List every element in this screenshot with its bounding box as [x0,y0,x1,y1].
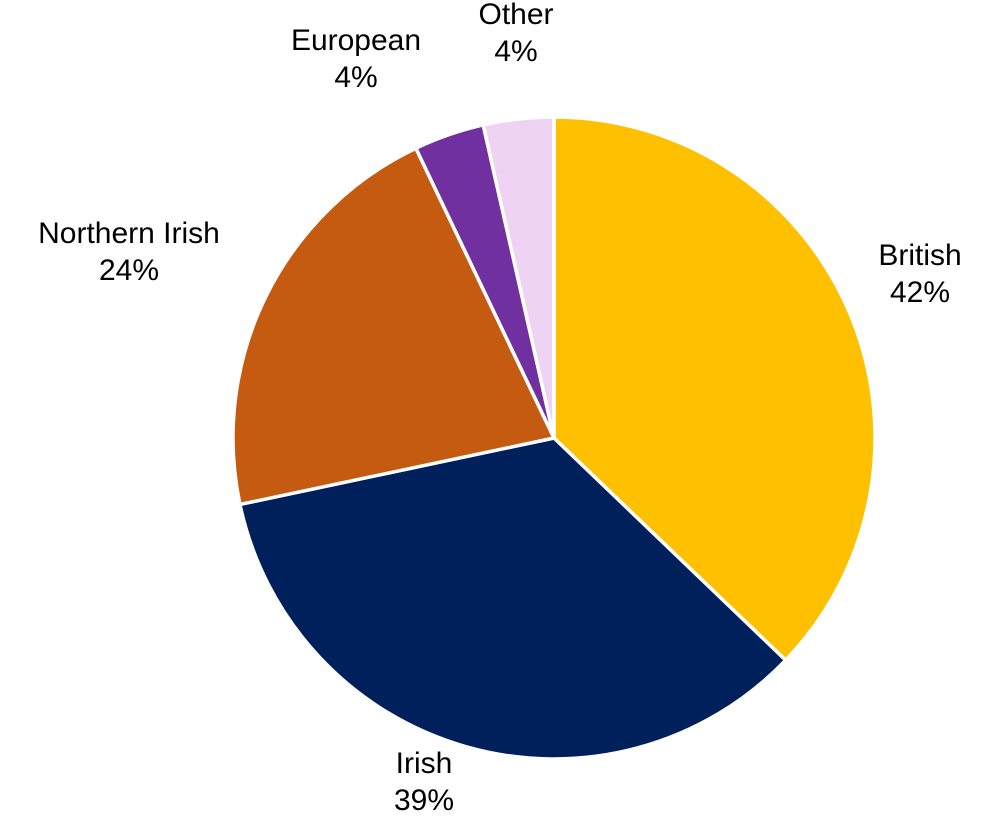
slice-value-label: 4% [494,35,537,68]
slice-value-label: 42% [890,276,950,309]
pie-slices [231,115,877,761]
pie-slice-other [481,115,556,440]
pie-slice-northern-irish [231,146,556,507]
slice-label: Other [478,0,553,31]
slice-label: British [878,239,961,272]
slice-label: Irish [396,747,453,780]
slice-labels: British 42% Irish 39% Northern Irish 24% Europ… [38,0,962,817]
slice-value-label: 4% [334,61,377,94]
slice-value-label: 39% [394,784,454,817]
pie-slice-british [552,115,877,662]
pie-slice-irish [238,436,788,761]
slice-label: European [291,24,421,57]
slice-value-label: 24% [99,254,159,287]
slice-label: Northern Irish [38,217,220,250]
